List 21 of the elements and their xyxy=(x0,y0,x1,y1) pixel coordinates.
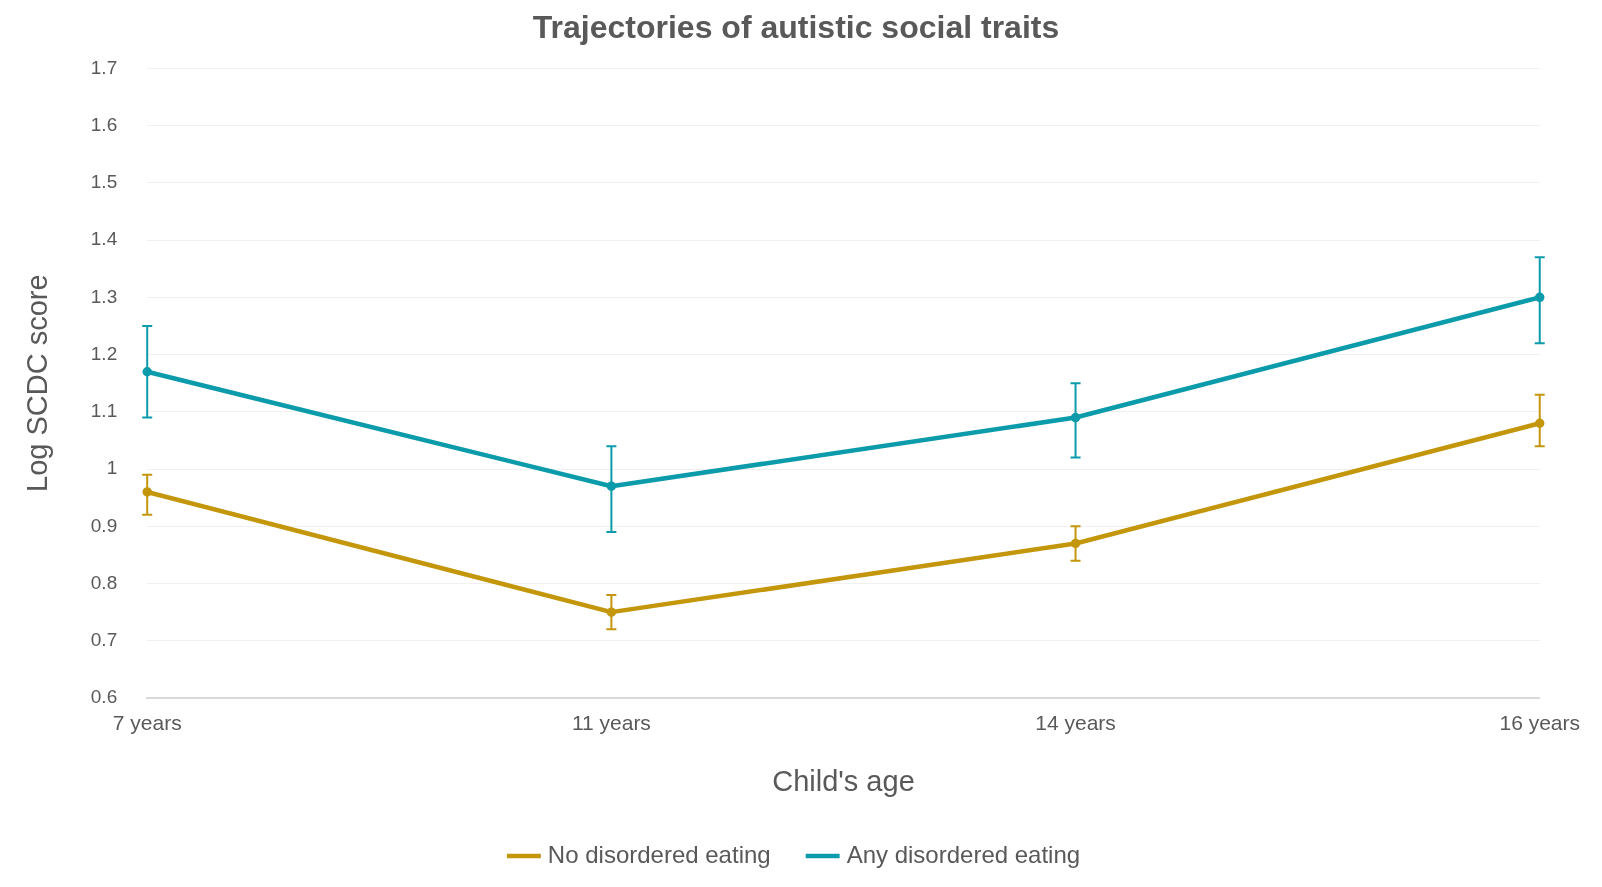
y-tick-label: 1.4 xyxy=(90,228,118,250)
y-axis-title: Log SCDC score xyxy=(21,274,54,492)
y-tick-label: 1.3 xyxy=(90,285,118,307)
y-tick-label: 1.1 xyxy=(90,400,118,422)
legend-label: No disordered eating xyxy=(547,840,771,868)
y-tick-label: 0.6 xyxy=(90,686,118,708)
x-tick-label: 11 years xyxy=(571,711,651,735)
x-tick-label: 16 years xyxy=(1499,711,1580,735)
chart-title: Trajectories of autistic social traits xyxy=(532,9,1060,46)
x-axis-title: Child's age xyxy=(772,764,915,797)
y-tick-label: 1.6 xyxy=(90,113,118,135)
y-tick-label: 1.7 xyxy=(90,56,118,78)
legend-label: Any disordered eating xyxy=(846,840,1081,868)
y-tick-label: 0.8 xyxy=(90,571,118,593)
y-tick-label: 1.5 xyxy=(90,171,118,193)
y-tick-label: 0.7 xyxy=(90,629,118,650)
y-tick-label: 0.9 xyxy=(90,514,118,536)
y-tick-label: 1 xyxy=(106,457,118,479)
x-tick-label: 7 years xyxy=(112,711,182,735)
y-tick-label: 1.2 xyxy=(90,342,118,364)
x-tick-label: 14 years xyxy=(1035,711,1116,735)
